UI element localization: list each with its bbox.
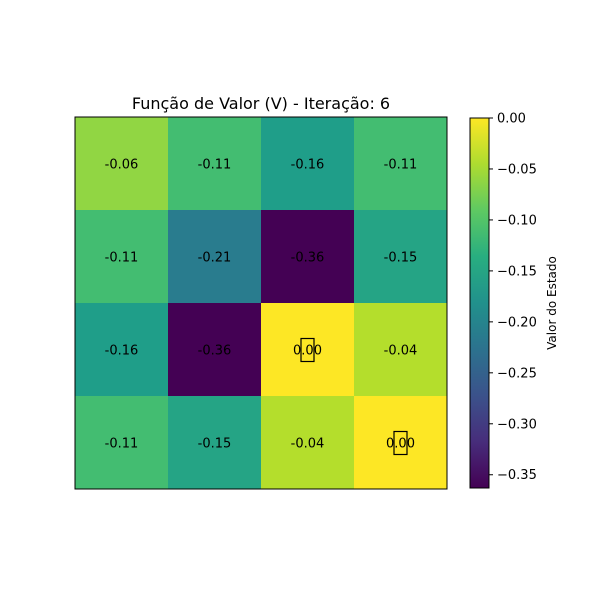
cell-value-label-r3-c3: 0.00 bbox=[386, 437, 415, 452]
colorbar bbox=[469, 117, 490, 489]
heatmap-cell-r2-c1 bbox=[168, 303, 262, 397]
chart-title: Função de Valor (V) - Iteração: 6 bbox=[132, 94, 390, 113]
cell-value-label-r1-c0: -0.11 bbox=[105, 251, 139, 266]
heatmap-cell-r3-c1 bbox=[168, 396, 262, 490]
colorbar-tick-label-3: −0.15 bbox=[497, 264, 537, 279]
cell-value-label-r1-c2: -0.36 bbox=[291, 251, 325, 266]
heatmap-cell-r3-c3 bbox=[354, 396, 448, 490]
cell-value-label-r3-c1: -0.15 bbox=[198, 437, 232, 452]
heatmap-cell-r0-c0 bbox=[75, 117, 169, 211]
colorbar-label: Valor do Estado bbox=[545, 256, 559, 350]
colorbar-tick-label-2: −0.10 bbox=[497, 213, 537, 228]
heatmap-cell-r0-c3 bbox=[354, 117, 448, 211]
terminal-markers bbox=[300, 337, 408, 456]
heatmap-cell-r1-c0 bbox=[75, 210, 169, 304]
colorbar-ticks: 0.00 −0.05 −0.10 −0.15 −0.20 −0.25 −0.30 −0.35 bbox=[489, 112, 537, 483]
heatmap-cells bbox=[75, 117, 448, 490]
colorbar-tick-label-5: −0.25 bbox=[497, 366, 537, 381]
cell-value-label-r2-c3: -0.04 bbox=[384, 344, 418, 359]
terminal-marker-r3-c3 bbox=[393, 430, 408, 456]
cell-value-label-r3-c2: -0.04 bbox=[291, 437, 325, 452]
cell-value-label-r0-c3: -0.11 bbox=[384, 158, 418, 173]
cell-value-label-r0-c2: -0.16 bbox=[291, 158, 325, 173]
cell-value-label-r2-c1: -0.36 bbox=[198, 344, 232, 359]
cell-value-label-r3-c0: -0.11 bbox=[105, 437, 139, 452]
heatmap-value-labels: -0.06 -0.11 -0.16 -0.11 -0.11 -0.21 -0.36 -0.15… bbox=[105, 158, 418, 452]
plot-frame bbox=[74, 116, 448, 490]
heatmap-cell-r2-c0 bbox=[75, 303, 169, 397]
cell-value-label-r2-c0: -0.16 bbox=[105, 344, 139, 359]
cell-value-label-r2-c2: 0.00 bbox=[293, 344, 322, 359]
cell-value-label-r0-c1: -0.11 bbox=[198, 158, 232, 173]
colorbar-tick-label-6: −0.30 bbox=[497, 417, 537, 432]
heatmap-cell-r1-c1 bbox=[168, 210, 262, 304]
heatmap-cell-r2-c3 bbox=[354, 303, 448, 397]
terminal-marker-r2-c2 bbox=[300, 337, 315, 363]
heatmap-cell-r0-c1 bbox=[168, 117, 262, 211]
colorbar-tick-label-7: −0.35 bbox=[497, 468, 537, 483]
heatmap-cell-r3-c2 bbox=[261, 396, 355, 490]
colorbar-tick-label-0: 0.00 bbox=[497, 112, 526, 127]
heatmap-cell-r0-c2 bbox=[261, 117, 355, 211]
colorbar-tick-label-4: −0.20 bbox=[497, 315, 537, 330]
heatmap-cell-r3-c0 bbox=[75, 396, 169, 490]
heatmap-cell-r1-c2 bbox=[261, 210, 355, 304]
heatmap-cell-r1-c3 bbox=[354, 210, 448, 304]
cell-value-label-r1-c1: -0.21 bbox=[198, 251, 232, 266]
cell-value-label-r1-c3: -0.15 bbox=[384, 251, 418, 266]
heatmap-cell-r2-c2 bbox=[261, 303, 355, 397]
colorbar-tick-label-1: −0.05 bbox=[497, 162, 537, 177]
cell-value-label-r0-c0: -0.06 bbox=[105, 158, 139, 173]
